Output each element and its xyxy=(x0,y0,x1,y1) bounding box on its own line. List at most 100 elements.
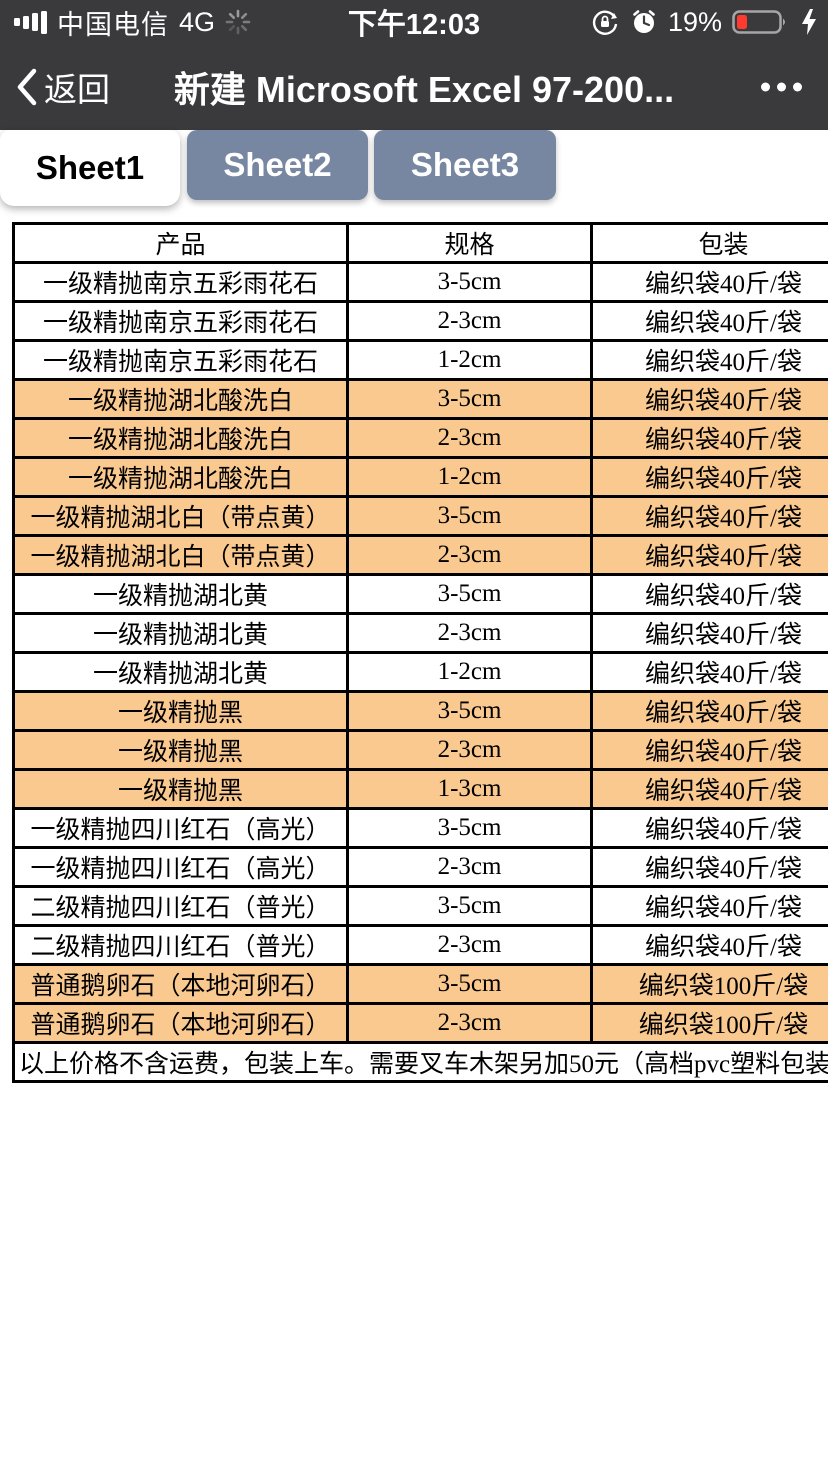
cell-spec: 2-3cm xyxy=(346,1002,593,1044)
table-footer-row: 以上价格不含运费，包装上车。需要叉车木架另加50元（高档pvc塑料包装50元/吨 xyxy=(12,1041,828,1083)
cell-spec: 2-3cm xyxy=(346,846,593,888)
tab-sheet1[interactable]: Sheet1 xyxy=(0,130,180,206)
cell-spec: 3-5cm xyxy=(346,261,593,303)
table-row: 一级精抛湖北黄 3-5cm 编织袋40斤/袋 xyxy=(12,573,828,615)
cell-product: 一级精抛湖北白（带点黄） xyxy=(12,534,349,576)
more-dot xyxy=(793,82,802,92)
chevron-left-icon xyxy=(16,68,38,106)
table-row: 一级精抛南京五彩雨花石 3-5cm 编织袋40斤/袋 xyxy=(12,261,828,303)
table-row: 普通鹅卵石（本地河卵石） 2-3cm 编织袋100斤/袋 xyxy=(12,1002,828,1044)
loading-spinner-icon xyxy=(225,9,251,35)
table-row: 一级精抛湖北黄 2-3cm 编织袋40斤/袋 xyxy=(12,612,828,654)
cell-spec: 3-5cm xyxy=(346,573,593,615)
cell-product: 一级精抛黑 xyxy=(12,690,349,732)
table-row: 一级精抛黑 3-5cm 编织袋40斤/袋 xyxy=(12,690,828,732)
cell-packaging: 编织袋40斤/袋 xyxy=(590,495,828,537)
cell-spec: 3-5cm xyxy=(346,690,593,732)
header-product: 产品 xyxy=(12,222,349,264)
cell-spec: 2-3cm xyxy=(346,300,593,342)
nav-bar: 返回 新建 Microsoft Excel 97-200... xyxy=(0,44,828,130)
cell-packaging: 编织袋40斤/袋 xyxy=(590,612,828,654)
cell-packaging: 编织袋40斤/袋 xyxy=(590,846,828,888)
cell-product: 一级精抛湖北黄 xyxy=(12,612,349,654)
tab-sheet2[interactable]: Sheet2 xyxy=(187,130,368,200)
cell-packaging: 编织袋100斤/袋 xyxy=(590,963,828,1005)
cell-spec: 2-3cm xyxy=(346,534,593,576)
table-row: 二级精抛四川红石（普光） 2-3cm 编织袋40斤/袋 xyxy=(12,924,828,966)
cell-product: 二级精抛四川红石（普光） xyxy=(12,885,349,927)
table-body: 一级精抛南京五彩雨花石 3-5cm 编织袋40斤/袋 一级精抛南京五彩雨花石 2… xyxy=(12,261,828,1044)
status-bar: 中国电信 4G 下午12:03 xyxy=(0,0,828,44)
back-button-label: 返回 xyxy=(44,71,110,108)
cell-spec: 2-3cm xyxy=(346,729,593,771)
more-dot xyxy=(761,82,770,92)
cell-packaging: 编织袋40斤/袋 xyxy=(590,378,828,420)
cell-product: 一级精抛湖北酸洗白 xyxy=(12,456,349,498)
cell-product: 一级精抛南京五彩雨花石 xyxy=(12,261,349,303)
cell-spec: 2-3cm xyxy=(346,612,593,654)
more-options-button[interactable] xyxy=(761,82,802,92)
cell-product: 一级精抛湖北酸洗白 xyxy=(12,417,349,459)
cell-packaging: 编织袋40斤/袋 xyxy=(590,417,828,459)
more-dot xyxy=(777,82,786,92)
battery-icon xyxy=(732,8,790,36)
cell-product: 一级精抛南京五彩雨花石 xyxy=(12,339,349,381)
cell-packaging: 编织袋40斤/袋 xyxy=(590,768,828,810)
cell-product: 一级精抛湖北酸洗白 xyxy=(12,378,349,420)
cell-spec: 2-3cm xyxy=(346,417,593,459)
battery-percent-label: 19% xyxy=(667,6,722,37)
cell-packaging: 编织袋40斤/袋 xyxy=(590,261,828,303)
table-row: 一级精抛湖北酸洗白 2-3cm 编织袋40斤/袋 xyxy=(12,417,828,459)
signal-strength-icon xyxy=(14,10,47,34)
cell-product: 一级精抛四川红石（高光） xyxy=(12,807,349,849)
cell-spec: 1-3cm xyxy=(346,768,593,810)
table-row: 一级精抛南京五彩雨花石 1-2cm 编织袋40斤/袋 xyxy=(12,339,828,381)
cell-spec: 1-2cm xyxy=(346,339,593,381)
cell-spec: 3-5cm xyxy=(346,495,593,537)
cell-spec: 3-5cm xyxy=(346,963,593,1005)
cell-product: 一级精抛黑 xyxy=(12,768,349,810)
cell-product: 一级精抛南京五彩雨花石 xyxy=(12,300,349,342)
cell-packaging: 编织袋40斤/袋 xyxy=(590,456,828,498)
cell-spec: 3-5cm xyxy=(346,885,593,927)
cell-packaging: 编织袋100斤/袋 xyxy=(590,1002,828,1044)
cell-spec: 3-5cm xyxy=(346,807,593,849)
table-row: 二级精抛四川红石（普光） 3-5cm 编织袋40斤/袋 xyxy=(12,885,828,927)
cell-product: 一级精抛湖北白（带点黄） xyxy=(12,495,349,537)
rotation-lock-icon xyxy=(590,7,620,37)
table-row: 一级精抛湖北酸洗白 3-5cm 编织袋40斤/袋 xyxy=(12,378,828,420)
sheet-tab-strip: Sheet1 Sheet2 Sheet3 xyxy=(0,130,828,222)
cell-product: 一级精抛四川红石（高光） xyxy=(12,846,349,888)
table-row: 一级精抛南京五彩雨花石 2-3cm 编织袋40斤/袋 xyxy=(12,300,828,342)
cell-spec: 1-2cm xyxy=(346,651,593,693)
alarm-clock-icon xyxy=(630,8,658,36)
cell-spec: 1-2cm xyxy=(346,456,593,498)
footer-note: 以上价格不含运费，包装上车。需要叉车木架另加50元（高档pvc塑料包装50元/吨 xyxy=(12,1041,828,1083)
table-row: 一级精抛黑 2-3cm 编织袋40斤/袋 xyxy=(12,729,828,771)
table-row: 一级精抛湖北白（带点黄） 3-5cm 编织袋40斤/袋 xyxy=(12,495,828,537)
table-row: 一级精抛黑 1-3cm 编织袋40斤/袋 xyxy=(12,768,828,810)
network-type-label: 4G xyxy=(179,6,216,37)
back-button[interactable]: 返回 xyxy=(0,63,110,111)
tab-sheet3[interactable]: Sheet3 xyxy=(374,130,556,200)
cell-product: 普通鹅卵石（本地河卵石） xyxy=(12,963,349,1005)
cell-product: 二级精抛四川红石（普光） xyxy=(12,924,349,966)
table-row: 一级精抛湖北白（带点黄） 2-3cm 编织袋40斤/袋 xyxy=(12,534,828,576)
cell-spec: 3-5cm xyxy=(346,378,593,420)
header-packaging: 包装 xyxy=(590,222,828,264)
price-table: 产品 规格 包装 一级精抛南京五彩雨花石 3-5cm 编织袋40斤/袋 一级精抛… xyxy=(12,222,828,1083)
cell-product: 一级精抛湖北黄 xyxy=(12,651,349,693)
charging-bolt-icon xyxy=(800,8,818,36)
table-row: 一级精抛四川红石（高光） 3-5cm 编织袋40斤/袋 xyxy=(12,807,828,849)
table-row: 一级精抛四川红石（高光） 2-3cm 编织袋40斤/袋 xyxy=(12,846,828,888)
header-spec: 规格 xyxy=(346,222,593,264)
cell-packaging: 编织袋40斤/袋 xyxy=(590,573,828,615)
cell-packaging: 编织袋40斤/袋 xyxy=(590,651,828,693)
cell-product: 一级精抛黑 xyxy=(12,729,349,771)
cell-product: 普通鹅卵石（本地河卵石） xyxy=(12,1002,349,1044)
spreadsheet-view[interactable]: 产品 规格 包装 一级精抛南京五彩雨花石 3-5cm 编织袋40斤/袋 一级精抛… xyxy=(0,222,828,1472)
cell-packaging: 编织袋40斤/袋 xyxy=(590,807,828,849)
cell-packaging: 编织袋40斤/袋 xyxy=(590,339,828,381)
cell-spec: 2-3cm xyxy=(346,924,593,966)
table-row: 一级精抛湖北酸洗白 1-2cm 编织袋40斤/袋 xyxy=(12,456,828,498)
